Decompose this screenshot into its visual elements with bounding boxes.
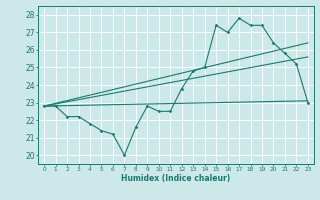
X-axis label: Humidex (Indice chaleur): Humidex (Indice chaleur) [121,174,231,183]
